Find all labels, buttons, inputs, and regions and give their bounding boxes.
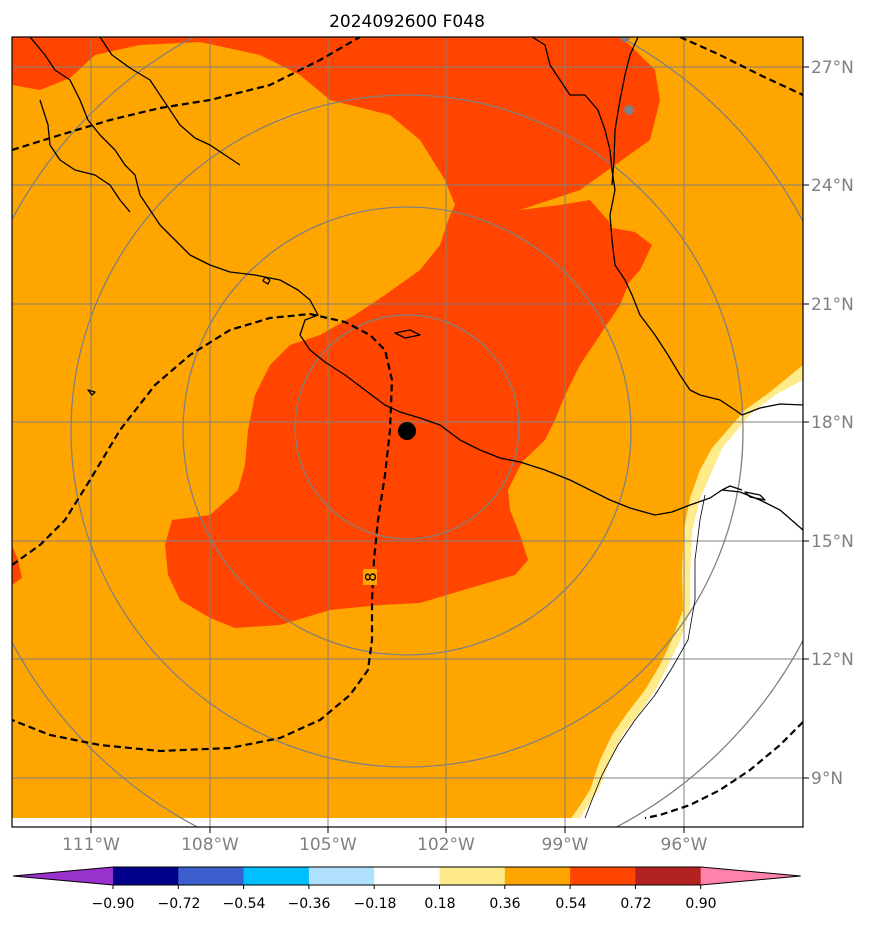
- map-bottom-strip: [12, 818, 803, 827]
- map-title: 2024092600 F048: [329, 12, 485, 32]
- colorbar-segment: [178, 867, 245, 885]
- contour-label-bg: [363, 569, 377, 585]
- coastlines: [29, 37, 803, 531]
- map-panel: 8: [12, 37, 803, 827]
- colorbar-tick-label: −0.36: [288, 896, 331, 912]
- colorbar-segment: [504, 867, 571, 885]
- colorbar-segment: [374, 867, 440, 885]
- lat-label: 27°N: [811, 58, 854, 78]
- storm-center-marker: [398, 422, 416, 440]
- lon-ticks: [90, 827, 685, 833]
- colorbar-segment: [113, 867, 179, 885]
- graticule: [12, 37, 803, 827]
- colorbar-extend-high: [700, 867, 801, 885]
- colorbar: [12, 866, 801, 889]
- lon-label: 99°W: [542, 835, 589, 855]
- field-high-band-north: [12, 37, 660, 215]
- colorbar-segment: [439, 867, 506, 885]
- contour-label: 8: [362, 572, 380, 582]
- shelf-line: [584, 494, 706, 819]
- lat-label: 15°N: [811, 532, 854, 552]
- colorbar-segment: [308, 867, 375, 885]
- colorbar-segment: [635, 867, 702, 885]
- field-high-band-central: [165, 200, 630, 628]
- lat-label: 9°N: [811, 769, 843, 789]
- station-dot-coast: [624, 105, 634, 115]
- colorbar-segment: [570, 867, 636, 885]
- lon-label: 108°W: [181, 835, 239, 855]
- colorbar-tick-label: 0.90: [685, 896, 716, 912]
- colorbar-tick-label: −0.18: [354, 896, 397, 912]
- range-rings: [12, 37, 803, 827]
- colorbar-tick-label: 0.36: [489, 896, 520, 912]
- colorbar-tick-labels: −0.90 −0.72 −0.54 −0.36 −0.18 0.18 0.36 …: [92, 896, 717, 912]
- lon-label: 96°W: [661, 835, 708, 855]
- lat-labels: 27°N 24°N 21°N 18°N 15°N 12°N 9°N: [811, 58, 854, 789]
- lat-label: 18°N: [811, 413, 854, 433]
- colorbar-tick-label: 0.54: [555, 896, 586, 912]
- lat-ticks: [803, 66, 809, 779]
- lon-label: 105°W: [299, 835, 357, 855]
- dashed-contours: [12, 37, 803, 820]
- colorbar-tick-label: −0.72: [158, 896, 201, 912]
- colorbar-tick-label: 0.72: [620, 896, 651, 912]
- field-white-region: [575, 372, 803, 827]
- colorbar-tick-label: −0.54: [223, 896, 266, 912]
- lat-label: 21°N: [811, 295, 854, 315]
- station-dot-north: [620, 37, 630, 42]
- colorbar-tick-label: 0.18: [424, 896, 455, 912]
- lat-label: 24°N: [811, 176, 854, 196]
- map-frame: [11, 36, 804, 828]
- lon-labels: 111°W 108°W 105°W 102°W 99°W 96°W: [62, 835, 708, 855]
- colorbar-extend-low: [13, 867, 113, 885]
- colorbar-segment: [243, 867, 310, 885]
- lon-label: 102°W: [417, 835, 475, 855]
- lon-label: 111°W: [62, 835, 120, 855]
- field-high-band-west-patch: [12, 545, 22, 585]
- lat-label: 12°N: [811, 650, 854, 670]
- colorbar-tick-label: −0.90: [92, 896, 135, 912]
